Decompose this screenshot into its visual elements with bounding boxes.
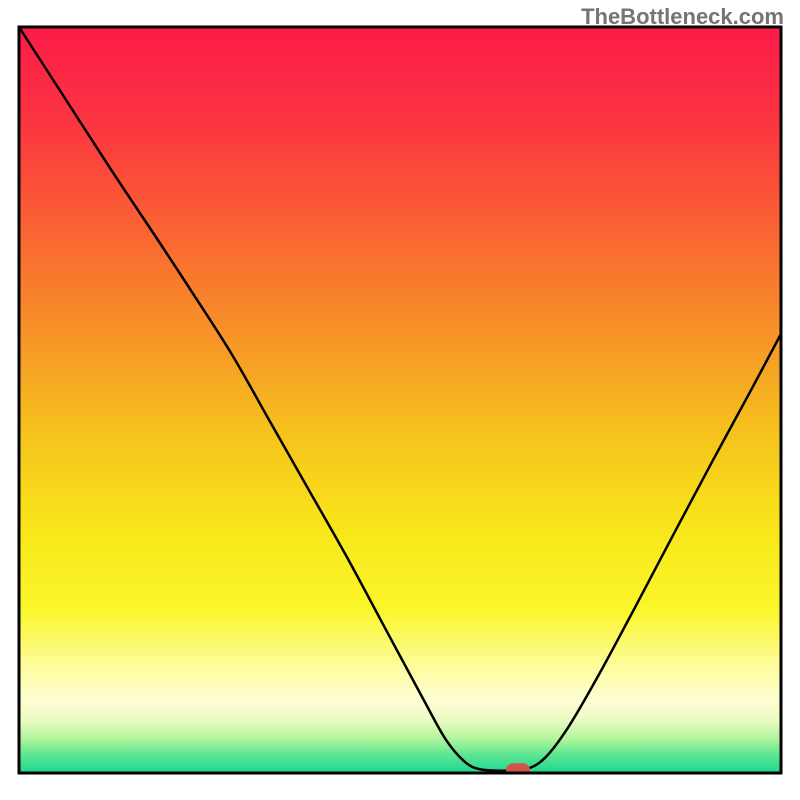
gradient-background [19,27,781,773]
chart-container: TheBottleneck.com [0,0,800,800]
watermark-text: TheBottleneck.com [581,4,784,30]
optimal-marker [506,763,530,778]
bottleneck-chart [0,0,800,800]
